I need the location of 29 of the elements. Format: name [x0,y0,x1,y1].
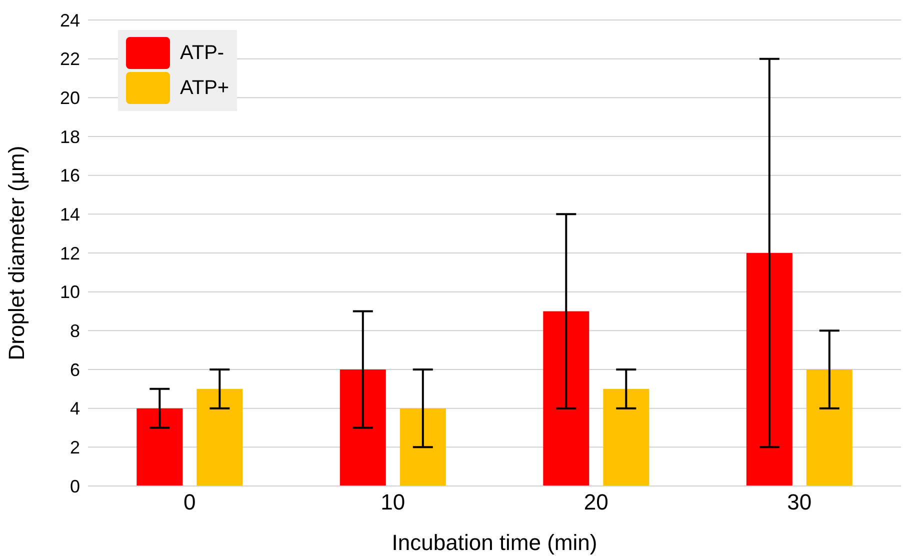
x-tick-label: 20 [584,490,608,515]
bar [340,370,386,486]
legend-label: ATP+ [180,76,230,100]
y-tick-label: 0 [70,476,80,496]
x-axis-title: Incubation time (min) [392,530,598,555]
y-tick-label: 2 [70,438,80,458]
bar [603,388,650,486]
bar [400,408,446,486]
bar [746,253,792,486]
y-tick-label: 14 [60,204,80,225]
x-tick-label: 30 [787,490,812,515]
legend-label: ATP- [180,42,224,64]
x-tick-label: 0 [184,490,196,515]
bar [136,408,183,486]
y-tick-label: 12 [60,243,80,264]
y-axis-title: Droplet diameter (µm) [4,146,29,360]
y-tick-label: 16 [60,166,80,186]
y-tick-label: 18 [60,126,80,147]
bar [543,311,590,486]
bar [806,370,852,486]
y-tick-label: 10 [60,282,80,302]
y-tick-label: 6 [70,360,80,380]
y-tick-label: 4 [70,398,80,419]
y-tick-label: 22 [60,49,80,70]
x-tick-label: 10 [380,490,406,515]
y-tick-label: 8 [70,321,80,342]
y-tick-label: 20 [60,88,80,108]
y-tick-label: 24 [60,10,80,30]
bar [196,388,243,486]
